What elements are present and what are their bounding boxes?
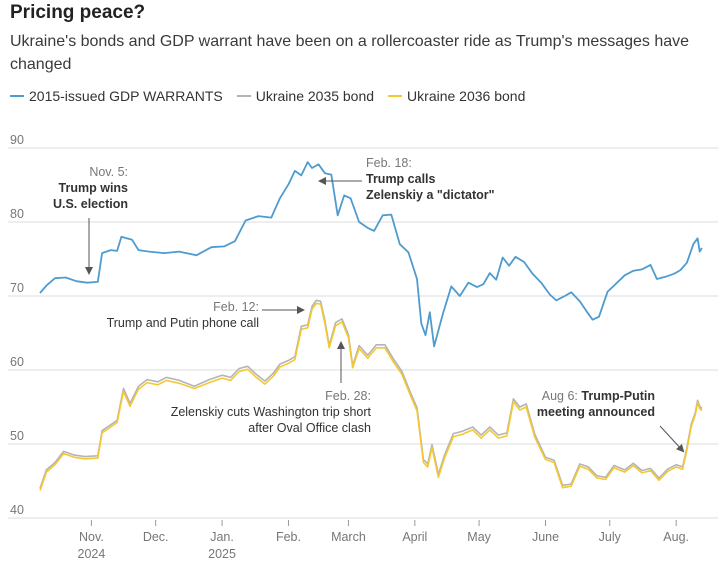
legend-item-2036-bond: Ukraine 2036 bond	[388, 88, 525, 104]
legend-item-gdp-warrants: 2015-issued GDP WARRANTS	[10, 88, 223, 104]
annotation-feb18-text-0: Trump calls	[366, 172, 436, 186]
x-tick-label-7: June	[532, 530, 559, 544]
annotation-nov5-text-1: U.S. election	[53, 197, 128, 211]
annotation-feb28-date: Feb. 28:	[325, 389, 371, 403]
x-tick-label-1: Dec.	[143, 530, 169, 544]
annotation-feb28-text-0: Zelenskiy cuts Washington trip short	[171, 405, 372, 419]
series-line-2036-bond	[39, 302, 703, 491]
x-tick-label-2: Jan.	[210, 530, 234, 544]
legend-swatch-2035-bond	[236, 95, 251, 97]
x-tick-label-0: Nov.	[79, 530, 104, 544]
legend-swatch-2036-bond	[388, 95, 403, 97]
chart-title: Pricing peace?	[10, 2, 146, 23]
y-tick-label-40: 40	[10, 503, 24, 517]
annotation-aug6-text-0: Trump-Putin	[581, 389, 655, 403]
y-tick-label-60: 60	[10, 355, 24, 369]
annotation-aug6-line1: Aug 6: Trump-Putin	[542, 389, 655, 403]
annotation-aug6-date: Aug 6:	[542, 389, 582, 403]
annotation-feb12-date: Feb. 12:	[213, 300, 259, 314]
annotation-nov5: Nov. 5: Trump wins U.S. election	[53, 165, 129, 275]
y-tick-label-80: 80	[10, 207, 24, 221]
y-tick-label-90: 90	[10, 133, 24, 147]
x-tick-label-3: Feb.	[276, 530, 301, 544]
legend: 2015-issued GDP WARRANTS Ukraine 2035 bo…	[10, 88, 539, 104]
x-tick-label-9: Aug.	[663, 530, 689, 544]
series-line-2035-bond	[39, 299, 703, 489]
x-tick-label-8: July	[599, 530, 622, 544]
annotation-nov5-date: Nov. 5:	[89, 165, 128, 179]
annotation-feb28: Feb. 28: Zelenskiy cuts Washington trip s…	[171, 341, 372, 435]
annotation-nov5-text-0: Trump wins	[59, 181, 129, 195]
annotation-aug6-text-1: meeting announced	[537, 405, 655, 419]
annotation-feb12-text-0: Trump and Putin phone call	[107, 316, 259, 330]
annotation-feb18: Feb. 18: Trump calls Zelenskiy a "dictator…	[318, 156, 495, 202]
legend-label-gdp-warrants: 2015-issued GDP WARRANTS	[29, 88, 223, 104]
chart-subtitle: Ukraine's bonds and GDP warrant have bee…	[10, 33, 690, 73]
annotation-feb28-text-1: after Oval Office clash	[248, 421, 371, 435]
x-tick-sublabel-2: 2025	[208, 547, 236, 561]
annotation-feb12: Feb. 12: Trump and Putin phone call	[107, 300, 305, 330]
x-tick-sublabel-0: 2024	[78, 547, 106, 561]
annotation-feb18-date: Feb. 18:	[366, 156, 412, 170]
legend-label-2036-bond: Ukraine 2036 bond	[407, 88, 526, 104]
annotation-aug6-arrow	[659, 425, 685, 453]
annotation-feb18-text-1: Zelenskiy a "dictator"	[366, 188, 495, 202]
x-tick-label-6: May	[467, 530, 491, 544]
legend-label-2035-bond: Ukraine 2035 bond	[255, 88, 375, 104]
series-line-gdp-warrants	[39, 161, 703, 348]
y-tick-label-50: 50	[10, 429, 24, 443]
legend-item-2035-bond: Ukraine 2035 bond	[236, 88, 375, 104]
x-tick-label-4: March	[331, 530, 366, 544]
x-tick-label-5: April	[402, 530, 427, 544]
y-tick-label-70: 70	[10, 281, 24, 295]
annotation-aug6: Aug 6: Trump-Putin meeting announced	[537, 389, 685, 453]
legend-swatch-gdp-warrants	[10, 95, 24, 97]
